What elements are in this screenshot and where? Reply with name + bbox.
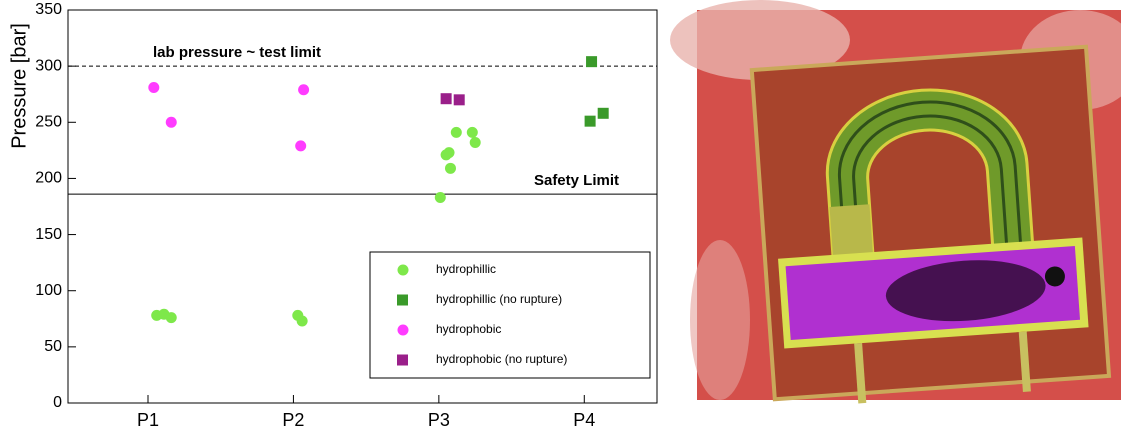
point (469, 136, 481, 148)
photo (670, 0, 1121, 404)
legend-marker (397, 354, 408, 366)
point (450, 126, 462, 138)
point (584, 115, 596, 127)
x-tick-label: P3 (428, 410, 450, 430)
y-tick-label: 100 (35, 282, 62, 299)
point (434, 192, 446, 204)
plot-frame (67, 9, 658, 404)
legend-label: hydrophillic (no rupture) (436, 292, 562, 306)
y-tick-label: 200 (35, 170, 62, 187)
photo-highlight (690, 240, 750, 400)
reference-label: lab pressure ~ test limit (153, 44, 321, 61)
x-tick-label: P4 (573, 410, 595, 430)
point (586, 56, 598, 68)
legend-label: hydrophobic (no rupture) (436, 352, 567, 366)
point (165, 312, 177, 324)
point (165, 116, 177, 128)
point (298, 84, 310, 96)
channel-lines (837, 100, 1023, 257)
legend-marker (397, 264, 409, 276)
lead (854, 343, 867, 404)
point (444, 162, 456, 174)
y-tick-label: 150 (35, 226, 62, 243)
legend-label: hydrophillic (436, 262, 496, 276)
legend-marker (397, 294, 408, 306)
legend-box (369, 251, 651, 379)
y-axis-label: Pressure [bar] (8, 23, 30, 149)
point (466, 126, 478, 138)
x-tick-label: P1 (137, 410, 159, 430)
x-tick-label: P2 (282, 410, 304, 430)
photo-highlight (670, 0, 850, 80)
channel-zone (829, 204, 874, 262)
y-tick-label: 50 (44, 338, 62, 355)
device (749, 44, 1112, 404)
lead (1018, 331, 1031, 392)
point (597, 107, 609, 119)
legend-marker (397, 324, 409, 336)
point (148, 81, 160, 93)
chamber-hole (1044, 266, 1065, 287)
point (296, 315, 308, 327)
legend-label: hydrophobic (436, 322, 501, 336)
chamber-dark (885, 260, 1046, 322)
point (443, 147, 455, 159)
y-tick-label: 350 (35, 1, 62, 18)
point (295, 140, 307, 152)
y-tick-label: 0 (53, 394, 62, 411)
point (453, 94, 465, 106)
y-tick-label: 300 (35, 57, 62, 74)
reference-label: Safety Limit (534, 172, 619, 189)
y-tick-label: 250 (35, 114, 62, 131)
point (440, 93, 452, 105)
